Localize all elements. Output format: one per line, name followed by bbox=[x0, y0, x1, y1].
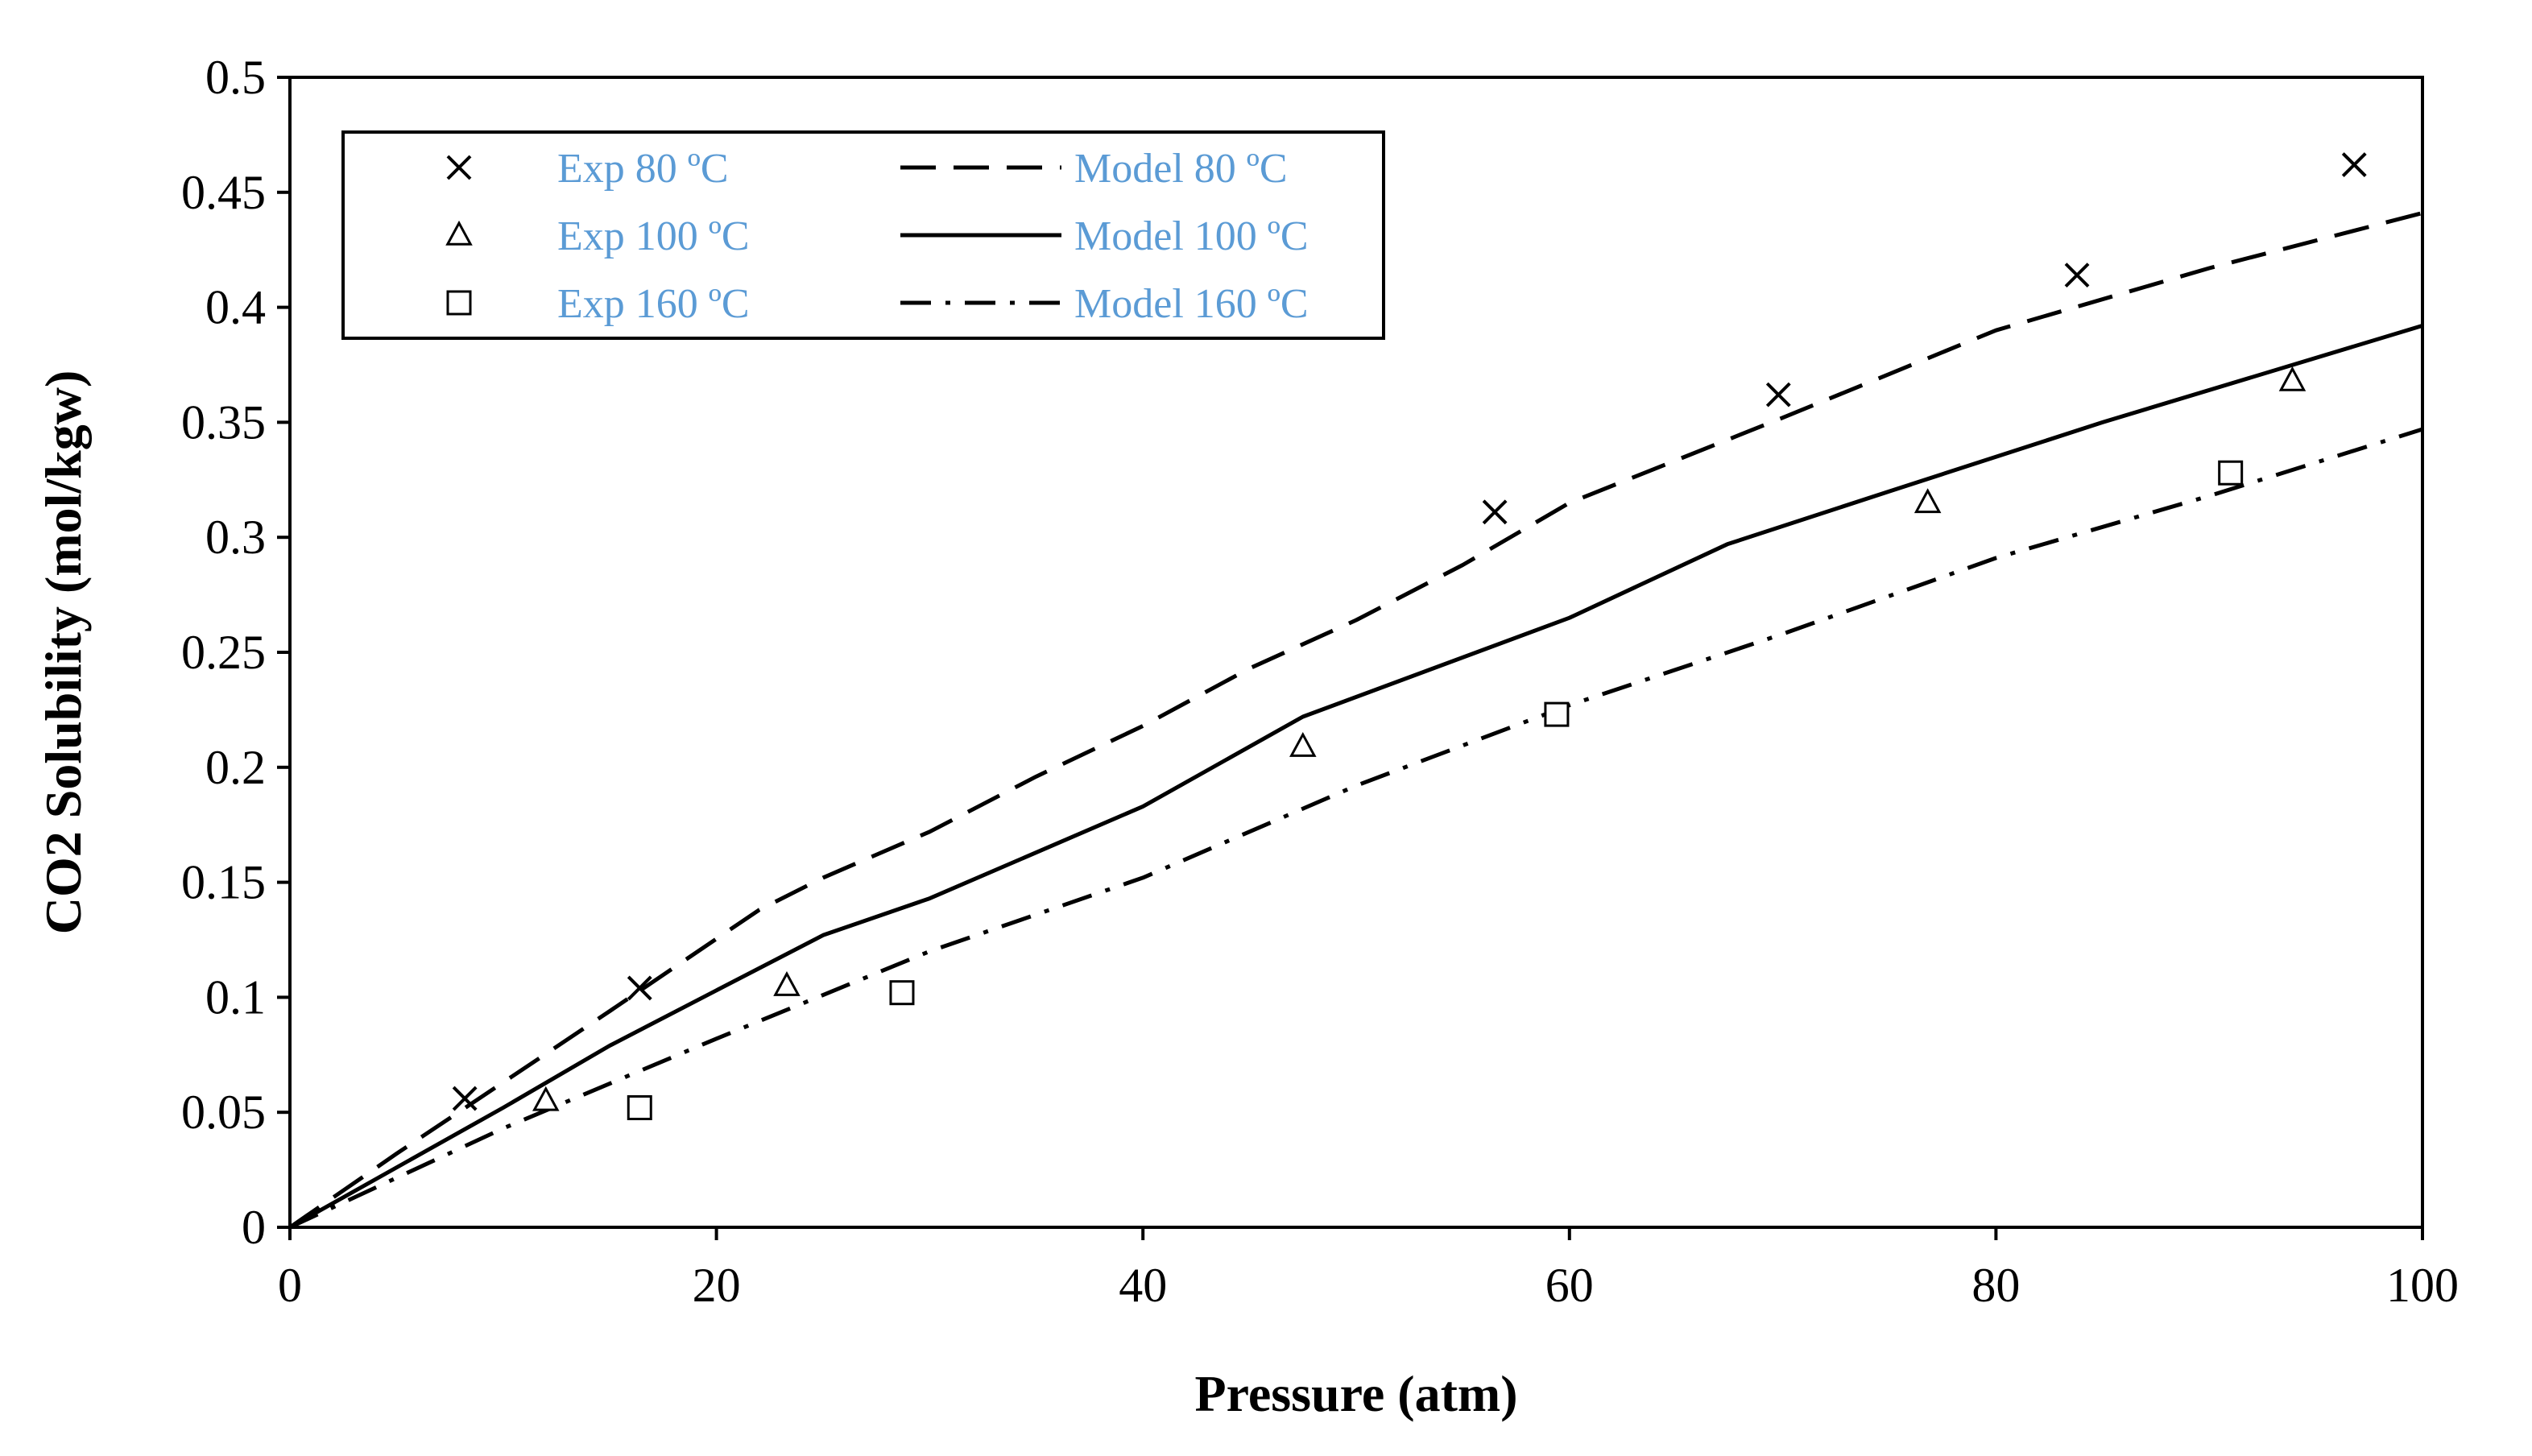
experimental-markers bbox=[452, 152, 2367, 1120]
y-tick-label: 0.15 bbox=[181, 856, 266, 909]
y-tick-label: 0.1 bbox=[205, 970, 266, 1024]
y-axis-ticks: 0 0.05 0.1 0.15 0.2 0.25 0.3 0.35 0.4 0.45 0.5 bbox=[181, 51, 290, 1254]
y-tick-label: 0.3 bbox=[205, 511, 266, 564]
data-point-x bbox=[2341, 152, 2367, 177]
legend-label: Exp 160 ºC bbox=[557, 281, 750, 327]
model-lines bbox=[288, 211, 2423, 1230]
data-point-square bbox=[627, 1094, 652, 1120]
legend-box bbox=[341, 130, 1385, 340]
data-point-triangle bbox=[532, 1086, 560, 1111]
data-point-x bbox=[627, 975, 652, 1001]
x-tick-label: 40 bbox=[1119, 1259, 1167, 1312]
x-tick-label: 80 bbox=[1971, 1259, 2020, 1312]
legend-label: Exp 80 ºC bbox=[557, 146, 729, 192]
y-tick-label: 0.25 bbox=[181, 626, 266, 679]
series-line-4 bbox=[288, 324, 2423, 1230]
y-tick-label: 0.5 bbox=[205, 51, 266, 104]
series-line-5 bbox=[288, 427, 2423, 1230]
legend-label: Model 160 ºC bbox=[1074, 281, 1309, 327]
data-point-x bbox=[1482, 499, 1508, 525]
data-point-triangle bbox=[2278, 366, 2307, 391]
data-point-triangle bbox=[773, 970, 801, 996]
data-point-x bbox=[1765, 382, 1791, 407]
legend-marker-triangle bbox=[445, 220, 473, 246]
data-point-x bbox=[2064, 263, 2090, 288]
x-tick-label: 100 bbox=[2386, 1259, 2459, 1312]
data-point-x bbox=[452, 1086, 478, 1111]
data-point-square bbox=[1544, 701, 1570, 727]
data-point-square bbox=[2218, 460, 2244, 486]
y-tick-label: 0.2 bbox=[205, 741, 266, 794]
legend-label: Exp 100 ºC bbox=[557, 213, 750, 259]
data-point-triangle bbox=[1289, 731, 1317, 757]
legend-label: Model 80 ºC bbox=[1074, 146, 1288, 192]
y-tick-label: 0.35 bbox=[181, 395, 266, 449]
y-axis-title: CO2 Solubility (mol/kgw) bbox=[35, 370, 92, 935]
x-tick-label: 0 bbox=[278, 1259, 302, 1312]
legend-marker-square bbox=[446, 290, 472, 316]
x-axis-ticks: 0 20 40 60 80 100 bbox=[278, 1227, 2459, 1312]
data-point-triangle bbox=[1913, 488, 1942, 514]
y-tick-label: 0.4 bbox=[205, 281, 266, 334]
y-tick-label: 0.05 bbox=[181, 1086, 266, 1139]
x-tick-label: 20 bbox=[693, 1259, 741, 1312]
y-tick-label: 0 bbox=[242, 1201, 266, 1254]
y-tick-label: 0.45 bbox=[181, 166, 266, 219]
legend-items: Exp 80 ºC Exp 100 ºC Exp 160 ºC Model 80 ºC… bbox=[445, 146, 1309, 327]
legend: Exp 80 ºC Exp 100 ºC Exp 160 ºC Model 80 ºC… bbox=[341, 130, 1385, 340]
legend-marker-x bbox=[446, 155, 472, 180]
series-line-3 bbox=[288, 211, 2423, 1230]
x-axis-title: Pressure (atm) bbox=[1194, 1365, 1517, 1422]
data-point-square bbox=[889, 980, 915, 1006]
legend-label: Model 100 ºC bbox=[1074, 213, 1309, 259]
x-tick-label: 60 bbox=[1545, 1259, 1594, 1312]
